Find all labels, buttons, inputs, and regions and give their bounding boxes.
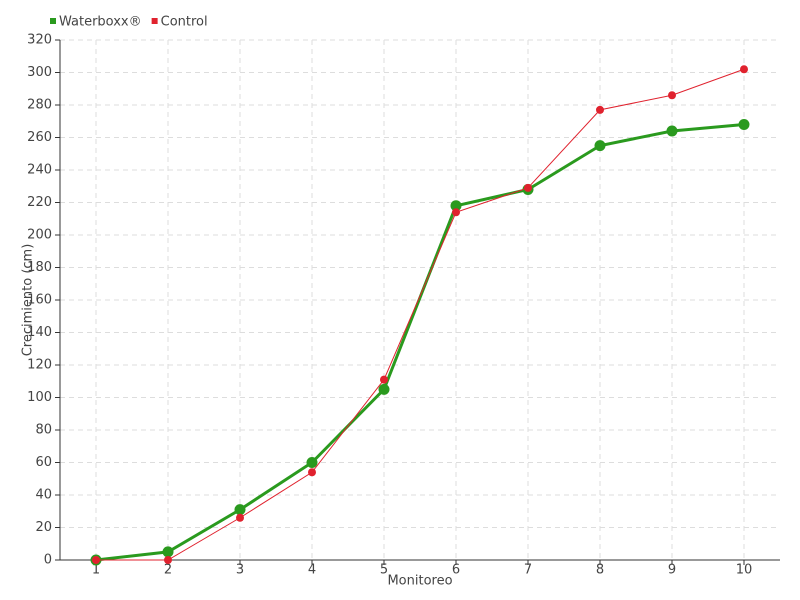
data-point — [234, 504, 246, 516]
legend-label: Control — [161, 15, 208, 30]
y-tick-label: 180 — [27, 260, 52, 275]
data-point — [666, 125, 678, 137]
data-point — [594, 140, 606, 152]
series-line — [96, 68, 745, 561]
x-tick-label: 3 — [236, 563, 244, 578]
y-tick-label: 260 — [27, 130, 52, 145]
y-tick-label: 300 — [27, 65, 52, 80]
y-tick-label: 0 — [44, 553, 52, 568]
y-axis-label: Crecimiento (cm) — [21, 244, 36, 357]
x-tick-label: 5 — [380, 563, 388, 578]
data-point — [596, 105, 604, 114]
x-axis-label: Monitoreo — [387, 574, 452, 589]
data-point — [236, 513, 244, 522]
data-point — [524, 183, 532, 192]
y-tick-label: 60 — [35, 455, 52, 470]
data-point — [306, 457, 318, 468]
y-tick-label: 20 — [35, 520, 52, 535]
y-tick-label: 140 — [27, 325, 52, 340]
data-point — [740, 65, 748, 74]
y-tick-label: 220 — [27, 195, 52, 210]
y-tick-label: 240 — [27, 163, 52, 178]
data-point — [450, 200, 462, 212]
y-tick-label: 80 — [35, 423, 52, 438]
data-point — [164, 556, 172, 564]
data-point — [162, 546, 174, 558]
data-point — [380, 375, 388, 384]
y-tick-label: 200 — [27, 228, 52, 243]
y-tick-label: 40 — [35, 488, 52, 503]
legend-swatch — [50, 18, 56, 24]
x-tick-label: 6 — [452, 563, 460, 578]
data-point — [378, 383, 390, 395]
y-tick-label: 280 — [27, 98, 52, 113]
legend-label: Waterboxx® — [59, 15, 142, 30]
x-tick-label: 4 — [308, 563, 316, 578]
data-point — [738, 119, 750, 130]
y-tick-label: 100 — [27, 390, 52, 405]
x-tick-label: 1 — [92, 563, 100, 578]
data-point — [452, 208, 460, 217]
x-tick-label: 8 — [596, 563, 604, 578]
y-tick-label: 120 — [27, 358, 52, 373]
x-tick-label: 9 — [668, 563, 676, 578]
data-point — [308, 468, 316, 477]
x-tick-label: 10 — [736, 563, 753, 578]
x-tick-label: 7 — [524, 563, 532, 578]
data-point — [92, 556, 100, 564]
x-tick-label: 2 — [164, 563, 172, 578]
legend-swatch — [151, 18, 158, 24]
series-line — [95, 123, 745, 562]
data-point — [668, 91, 676, 100]
y-tick-label: 320 — [27, 33, 52, 48]
y-tick-label: 160 — [27, 293, 52, 308]
